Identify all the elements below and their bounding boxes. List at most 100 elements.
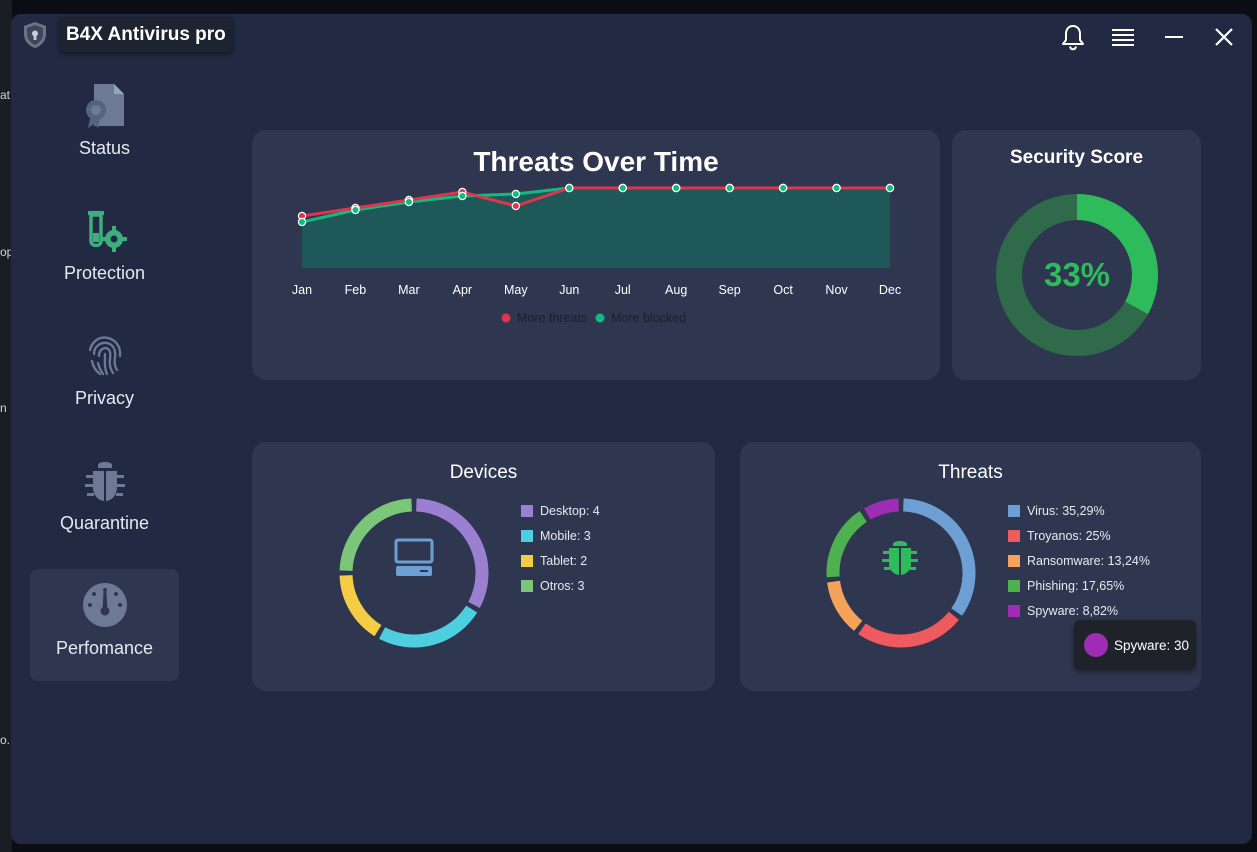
data-point (725, 183, 734, 193)
devices-title: Devices (449, 462, 518, 483)
threat-slice (902, 498, 976, 616)
legend-swatch (1008, 605, 1020, 617)
threat-slice (864, 498, 900, 520)
app-window: B4X Antivirus pro Statu (11, 14, 1252, 844)
legend-label: Mobile: 3 (540, 529, 591, 543)
data-point (778, 183, 788, 193)
sidebar-item-status[interactable]: Status (30, 69, 179, 181)
x-tick-label: Jul (615, 283, 631, 297)
bug-icon (84, 462, 125, 501)
threats-legend-item: Virus: 35,29% (1008, 504, 1105, 518)
data-point (297, 217, 307, 227)
x-tick-label: Nov (825, 283, 848, 297)
app-title: B4X Antivirus pro (59, 17, 233, 52)
legend-label: Otros: 3 (540, 579, 585, 593)
x-tick-label: Jun (559, 283, 579, 297)
legend-label: Tablet: 2 (540, 554, 588, 568)
x-tick-label: Oct (773, 283, 793, 297)
x-tick-label: Dec (879, 283, 901, 297)
minimize-icon (1165, 36, 1183, 38)
legend-label: Troyanos: 25% (1027, 529, 1111, 543)
data-point (832, 183, 841, 193)
device-slice (415, 498, 489, 608)
devices-legend-item: Mobile: 3 (521, 529, 591, 543)
shield-logo-icon (24, 22, 46, 48)
threats-over-time-card: Threats Over Time Jan Feb Mar Apr May Jun Jul A… (252, 130, 940, 380)
hamburger-menu-icon (1112, 29, 1134, 46)
legend-swatch (521, 505, 533, 517)
close-icon (1215, 28, 1233, 46)
sidebar-item-protection[interactable]: Protection (30, 194, 179, 306)
bug-icon (882, 541, 918, 575)
flask-gear-icon (87, 211, 127, 252)
device-slice (339, 498, 413, 572)
sidebar-item-label: Quarantine (59, 513, 150, 533)
legend-swatch (1008, 530, 1020, 542)
legend-label: More blocked (611, 311, 686, 325)
x-tick-label: Mar (398, 283, 420, 297)
data-point (618, 183, 627, 193)
sidebar-item-label: Privacy (74, 388, 134, 408)
desktop-edge-text: n (0, 401, 7, 415)
devices-legend-item: Otros: 3 (521, 579, 584, 593)
tooltip-text: Spyware: 30 (1114, 637, 1190, 653)
x-tick-label: Apr (453, 283, 472, 297)
close-button[interactable] (1209, 22, 1239, 52)
fingerprint-icon (88, 336, 121, 376)
legend-label: More threats (517, 311, 587, 325)
threats-legend-item: Spyware: 8,82% (1008, 604, 1118, 618)
desktop-background-strip (0, 0, 12, 852)
legend-dot (501, 313, 511, 323)
legend-swatch (521, 580, 533, 592)
threat-slice (827, 580, 863, 631)
legend-swatch (1008, 580, 1020, 592)
bell-icon (1062, 25, 1084, 51)
device-slice (379, 605, 478, 648)
x-tick-label: Sep (719, 283, 741, 297)
legend-label: Ransomware: 13,24% (1027, 554, 1150, 568)
x-tick-label: May (504, 283, 528, 297)
data-point (671, 183, 681, 193)
sidebar-item-label: Status (78, 138, 131, 158)
legend-swatch (1008, 555, 1020, 567)
devices-donut-chart (339, 498, 489, 648)
data-point (511, 201, 521, 211)
desktop-edge-text: o. (0, 733, 11, 747)
device-slice (339, 574, 382, 637)
threats-over-time-title: Threats Over Time (473, 146, 719, 177)
sidebar-item-label: Protection (63, 263, 146, 283)
devices-legend-item: Tablet: 2 (521, 554, 587, 568)
legend-label: Desktop: 4 (540, 504, 600, 518)
security-score-title: Security Score (1009, 147, 1144, 168)
sidebar-item-privacy[interactable]: Privacy (30, 319, 179, 431)
menu-button[interactable] (1108, 22, 1138, 52)
threats-donut-chart (826, 498, 976, 648)
score-ring-fill (996, 194, 1158, 356)
certificate-icon (85, 84, 124, 128)
threats-line-chart: Jan Feb Mar Apr May Jun Jul Aug Sep Oct Nov Dec More… (292, 183, 901, 325)
threats-title: Threats (938, 462, 1003, 483)
data-point (351, 205, 360, 215)
data-point (885, 183, 895, 193)
security-score-card: Security Score 33% (952, 130, 1201, 380)
sidebar-item-quarantine[interactable]: Quarantine (30, 444, 179, 556)
blocked-area (302, 188, 890, 268)
series-line (301, 186, 890, 218)
x-tick-label: Jan (292, 283, 312, 297)
sidebar-item-perfomance[interactable]: Perfomance (30, 569, 179, 681)
devices-card: Devices Desktop: 4 Mobile: 3 Tablet: 2 O… (252, 442, 715, 691)
legend-dot (595, 313, 605, 323)
data-point (511, 189, 521, 199)
computer-icon (394, 538, 434, 576)
security-score-gauge: 33% (996, 194, 1158, 356)
threat-slice (826, 511, 868, 578)
legend-swatch (1008, 505, 1020, 517)
notification-button[interactable] (1058, 22, 1088, 52)
threats-legend-item: Troyanos: 25% (1008, 529, 1111, 543)
chart-tooltip: Spyware: 30 (1074, 620, 1196, 670)
threats-legend-item: Phishing: 17,65% (1008, 579, 1124, 593)
legend-swatch (521, 530, 533, 542)
gauge-icon (82, 583, 127, 627)
threat-slice (858, 611, 959, 648)
minimize-button[interactable] (1159, 22, 1189, 52)
